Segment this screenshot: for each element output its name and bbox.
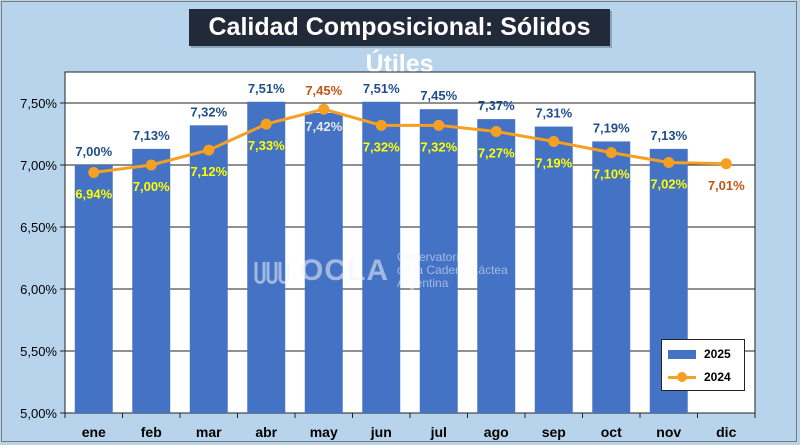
- bar-data-label: 7,32%: [190, 104, 227, 119]
- point-2024: [720, 158, 732, 170]
- y-tick-label: 5,00%: [20, 406, 57, 421]
- line-data-label: 6,94%: [75, 186, 112, 201]
- bar-2025: [247, 101, 286, 413]
- bar-2025: [477, 119, 516, 414]
- x-tick-label: abr: [255, 424, 277, 440]
- legend-swatch-line: [668, 371, 696, 383]
- line-data-label: 7,10%: [593, 167, 630, 182]
- x-tick-label: nov: [656, 424, 681, 440]
- watermark-line-3: Argentina: [397, 276, 449, 290]
- legend-entry-2024: 2024: [668, 369, 731, 385]
- watermark-name: OCLA: [300, 253, 389, 287]
- bar-2025: [362, 101, 401, 413]
- bar-2025: [304, 112, 343, 414]
- chart-legend: 2025 2024: [661, 339, 745, 391]
- ocla-logo-icon: [254, 261, 290, 284]
- x-tick-label: mar: [196, 424, 222, 440]
- point-2024: [375, 119, 387, 131]
- x-tick-label: feb: [141, 424, 162, 440]
- point-2024: [490, 126, 502, 138]
- y-tick-label: 7,00%: [20, 158, 57, 173]
- point-2024: [663, 157, 675, 169]
- x-tick-label: ago: [484, 424, 509, 440]
- plot-area: [64, 71, 756, 414]
- bar-2025: [592, 141, 631, 413]
- line-data-label: 7,19%: [535, 155, 572, 170]
- bar-data-label: 7,13%: [650, 128, 687, 143]
- line-data-label: 7,12%: [190, 164, 227, 179]
- x-tick-label: jun: [370, 424, 392, 440]
- legend-entry-2025: 2025: [668, 346, 731, 362]
- bar-2025: [419, 109, 458, 413]
- y-tick-label: 6,50%: [20, 220, 57, 235]
- legend-swatch-bar: [668, 349, 696, 359]
- bar-data-label: 7,31%: [535, 106, 572, 121]
- legend-label-2025: 2025: [704, 347, 731, 361]
- x-tick-label: sep: [542, 424, 566, 440]
- line-data-label: 7,01%: [708, 178, 745, 193]
- bar-data-label: 7,37%: [478, 98, 515, 113]
- bar-2025: [74, 165, 113, 413]
- watermark-subtitle: Observatorio de la Cadena Láctea Argenti…: [397, 251, 508, 290]
- watermark-line-1: Observatorio: [397, 250, 466, 264]
- point-2024: [548, 135, 560, 147]
- line-data-label: 7,32%: [363, 139, 400, 154]
- bar-data-label: 7,51%: [363, 81, 400, 96]
- point-2024: [145, 159, 157, 171]
- bar-2025: [189, 125, 228, 413]
- point-2024: [605, 147, 617, 159]
- legend-label-2024: 2024: [704, 370, 731, 384]
- point-2024: [88, 166, 100, 178]
- x-tick-label: dic: [716, 424, 736, 440]
- bar-data-label: 7,13%: [133, 128, 170, 143]
- point-2024: [433, 119, 445, 131]
- watermark-line-2: de la Cadena Láctea: [397, 263, 508, 277]
- point-2024: [203, 144, 215, 156]
- line-data-label: 7,33%: [248, 138, 285, 153]
- line-data-label: 7,45%: [305, 83, 342, 98]
- line-data-label: 7,27%: [478, 146, 515, 161]
- y-tick-label: 6,00%: [20, 282, 57, 297]
- line-data-label: 7,00%: [133, 179, 170, 194]
- line-data-label: 7,32%: [420, 139, 457, 154]
- x-tick-label: ene: [82, 424, 106, 440]
- bar-data-label: 7,19%: [593, 120, 630, 135]
- y-tick-label: 5,50%: [20, 344, 57, 359]
- bar-2025: [534, 126, 573, 413]
- bar-data-label: 7,45%: [420, 88, 457, 103]
- line-data-label: 7,02%: [650, 177, 687, 192]
- ocla-watermark: OCLA Observatorio de la Cadena Láctea Ar…: [254, 251, 508, 290]
- point-2024: [318, 103, 330, 115]
- bar-2025: [132, 148, 171, 413]
- y-tick-label: 7,50%: [20, 96, 57, 111]
- bar-data-label: 7,00%: [75, 144, 112, 159]
- bar-data-label: 7,51%: [248, 81, 285, 96]
- x-tick-label: may: [310, 424, 338, 440]
- x-tick-label: jul: [430, 424, 447, 440]
- point-2024: [260, 118, 272, 130]
- line-2024: [93, 107, 727, 174]
- bar-data-label: 7,42%: [305, 119, 342, 134]
- x-tick-label: oct: [601, 424, 622, 440]
